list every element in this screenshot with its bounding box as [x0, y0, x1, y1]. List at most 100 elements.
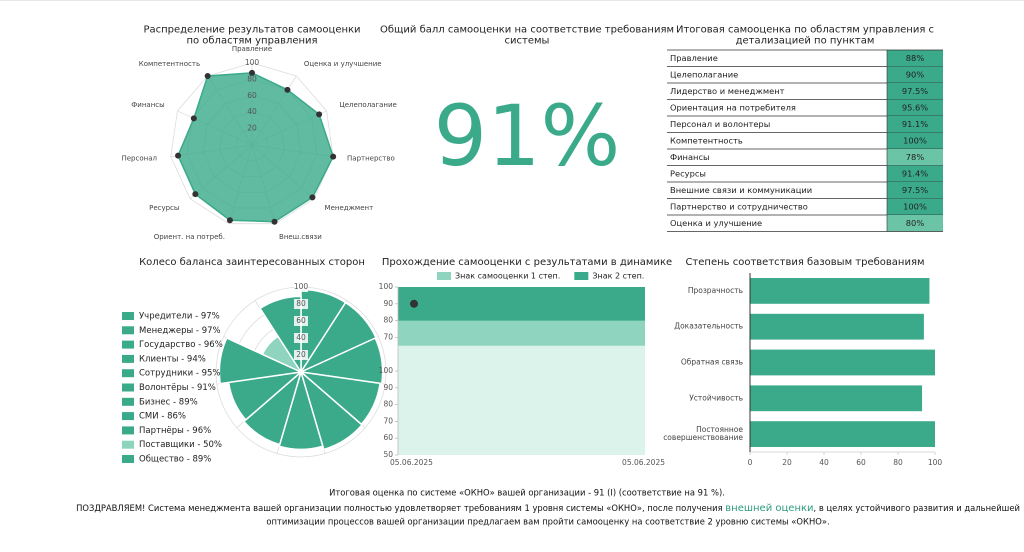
y-tick-label: 100 — [379, 366, 394, 375]
bar — [750, 421, 935, 447]
legend-swatch — [122, 312, 134, 320]
legend-swatch — [122, 440, 134, 449]
tick-label-bg — [294, 333, 308, 343]
table-cell-value: 91.1% — [902, 119, 928, 129]
legend-swatch — [437, 272, 451, 280]
y-tick-label: Обратная связь — [681, 358, 743, 367]
legend-label: Знак самооценки 1 степ. — [455, 272, 560, 281]
table-cell — [887, 149, 943, 166]
footer-line: оптимизации процессов вашей организации … — [266, 517, 829, 527]
legend-swatch — [122, 326, 134, 335]
legend-label: Общество - 89% — [139, 455, 211, 465]
radar-point — [316, 111, 323, 118]
legend-swatch — [122, 354, 134, 363]
tick-label-bg — [294, 350, 308, 360]
table-cell — [887, 66, 943, 83]
polar-segment — [278, 369, 324, 451]
axis-label: Партнерство — [347, 155, 395, 163]
table-cell-value: 95.6% — [902, 102, 928, 112]
chart-title: Колесо баланса заинтересованных сторон — [139, 257, 365, 268]
x-tick-label: 40 — [819, 458, 829, 467]
bar — [750, 385, 923, 412]
r-tick-label: 60 — [247, 91, 257, 100]
y-tick-label: Прозрачность — [688, 286, 743, 295]
score-value: 91% — [434, 87, 621, 185]
footer-line: ПОЗДРАВЛЯЕМ! Система менеджмента вашей о… — [76, 503, 1020, 515]
legend-label: Волонтёры - 91% — [139, 383, 216, 393]
x-tick-label: 0 — [748, 458, 753, 467]
r-tick-label: 40 — [247, 107, 257, 116]
radar-point — [330, 153, 337, 160]
table-cell — [887, 165, 943, 182]
y-tick-label: 60 — [383, 433, 393, 442]
legend-swatch — [122, 340, 134, 349]
table-cell — [887, 132, 943, 149]
polar-segment — [259, 295, 302, 375]
radar-point — [175, 152, 182, 159]
legend-label: Клиенты - 94% — [139, 354, 206, 364]
table-cell-name: Лидерство и менеджмент — [670, 86, 785, 96]
radar-point — [271, 218, 278, 225]
legend-swatch — [122, 412, 134, 421]
legend-label: Бизнес - 89% — [139, 397, 198, 407]
x-tick-label: 05.06.2025 — [390, 458, 433, 467]
chart-title: Степень соответствия базовым требованиям — [685, 257, 924, 268]
y-tick-label: 80 — [383, 316, 393, 325]
legend-swatch — [122, 426, 134, 435]
table-cell — [887, 99, 943, 116]
chart-title: Прохождение самооценки с результатами в … — [382, 257, 672, 268]
x-tick-label: 100 — [928, 458, 943, 467]
legend-label: Партнёры - 96% — [139, 426, 211, 436]
legend-label: Государство - 96% — [139, 340, 223, 350]
polar-segment — [218, 337, 304, 385]
polar-segment — [298, 301, 377, 374]
axis-label: Оценка и улучшение — [304, 60, 382, 68]
table-cell-value: 97.5% — [902, 86, 928, 96]
axis-label: Внеш.связи — [279, 233, 322, 241]
axis-label: Ориент. на потреб. — [154, 233, 225, 241]
y-tick-label: 50 — [383, 450, 393, 459]
table-cell-name: Целеполагание — [670, 69, 738, 79]
y-tick-label: Устойчивость — [689, 393, 743, 402]
axis-label: Целеполагание — [339, 101, 397, 109]
r-tick-label: 100 — [245, 58, 260, 67]
table-cell-value: 91.4% — [902, 168, 928, 178]
bar — [750, 278, 930, 304]
legend-swatch — [122, 369, 134, 378]
x-tick-label: 60 — [856, 458, 866, 467]
axis-label: Персонал — [121, 155, 157, 163]
y-tick-label: 70 — [383, 332, 393, 341]
table-cell-value: 100% — [903, 201, 927, 211]
legend-swatch — [122, 455, 134, 463]
y-tick-label: Постоянное совершенствование — [663, 425, 743, 442]
radar-point — [190, 115, 197, 122]
radar-point — [284, 86, 291, 93]
r-tick-label: 20 — [296, 350, 306, 359]
table-cell-name: Правление — [670, 53, 718, 63]
legend-label: Менеджеры - 97% — [139, 326, 221, 336]
legend-label: Сотрудники - 95% — [139, 369, 221, 379]
legend-label: Знак 2 степ. — [592, 272, 644, 281]
table-cell-name: Финансы — [670, 152, 710, 162]
radar-area — [177, 72, 334, 223]
r-tick-label: 20 — [247, 124, 257, 133]
area — [398, 345, 645, 455]
table-cell-value: 100% — [903, 135, 927, 145]
footer-text: ПОЗДРАВЛЯЕМ! Система менеджмента вашей о… — [76, 503, 725, 513]
legend-label: Учредители - 97% — [139, 312, 220, 322]
table-cell-name: Ориентация на потребителя — [670, 102, 796, 112]
table-cell-value: 97.5% — [902, 185, 928, 195]
bar — [750, 349, 935, 376]
polar-segment — [299, 369, 364, 451]
tick-label-bg — [294, 299, 308, 309]
r-tick-label: 100 — [294, 282, 309, 291]
table-cell-value: 78% — [906, 152, 925, 162]
x-tick-label: 20 — [782, 458, 792, 467]
table-cell-name: Ресурсы — [670, 168, 706, 178]
r-tick-label: 80 — [247, 74, 257, 83]
footer-link[interactable]: внешней оценки — [725, 503, 813, 514]
table-title: Итоговая самооценка по областям управлен… — [676, 25, 934, 47]
table-cell-name: Оценка и улучшение — [670, 218, 762, 228]
axis-label: Ресурсы — [149, 204, 179, 212]
